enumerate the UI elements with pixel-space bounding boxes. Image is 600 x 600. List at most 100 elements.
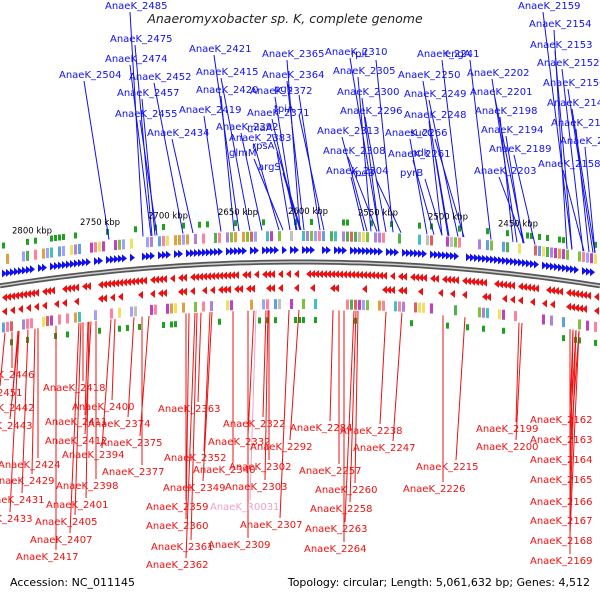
- top-leader-line: [375, 59, 394, 233]
- reverse-gene-arrow: [586, 291, 591, 300]
- reverse-category-block: [250, 299, 253, 310]
- reverse-gene-arrow: [34, 302, 39, 311]
- reverse-gene-arrow: [470, 277, 475, 286]
- bottom-leader-line: [9, 330, 20, 513]
- reverse-gene-arrow: [226, 271, 231, 280]
- reverse-gene-arrow: [422, 273, 427, 282]
- reverse-gene-arrow: [150, 275, 155, 284]
- forward-category-block: [130, 238, 133, 249]
- top-gene-label: AnaeK_2201: [470, 87, 532, 98]
- reverse-gene-arrow: [130, 277, 135, 286]
- forward-gene-arrow: [394, 248, 399, 257]
- forward-gene-arrow: [178, 249, 183, 258]
- forward-gene-arrow: [442, 251, 447, 260]
- reverse-gene-arrow: [462, 276, 467, 285]
- forward-gene-arrow: [590, 268, 595, 277]
- top-gene-label: AnaeK_2308: [323, 146, 385, 157]
- forward-category-block: [118, 239, 121, 250]
- forward-category-block: [158, 236, 161, 247]
- top-leader-line: [412, 159, 435, 235]
- reverse-gene-arrow: [246, 284, 251, 293]
- reverse-gene-arrow: [246, 270, 251, 279]
- forward-category-block: [194, 233, 197, 244]
- reverse-gene-arrow: [106, 279, 111, 288]
- reverse-category-block: [42, 316, 45, 327]
- forward-gene-arrow: [150, 251, 155, 260]
- forward-category-block: [578, 251, 581, 262]
- bottom-gene-label: AnaeK_2352: [164, 453, 226, 464]
- forward-gene-arrow: [542, 261, 547, 270]
- gc-marker: [262, 219, 265, 226]
- bottom-gene-label: AnaeK_2258: [310, 504, 372, 515]
- reverse-gene-arrow: [42, 301, 47, 310]
- top-gene-label: rplL: [351, 49, 370, 60]
- reverse-gene-arrow: [218, 285, 223, 294]
- gc-marker: [346, 219, 349, 226]
- forward-gene-arrow: [38, 264, 43, 273]
- forward-gene-arrow: [106, 255, 111, 264]
- forward-category-block: [486, 240, 489, 251]
- forward-category-block: [254, 231, 257, 242]
- reverse-gene-arrow: [170, 274, 175, 283]
- forward-category-block: [202, 233, 205, 244]
- reverse-gene-arrow: [202, 272, 207, 281]
- forward-category-block: [594, 253, 597, 264]
- reverse-gene-arrow: [334, 284, 339, 293]
- forward-category-block: [50, 247, 53, 258]
- forward-gene-arrow: [482, 254, 487, 263]
- bottom-leader-line: [344, 310, 355, 523]
- reverse-gene-arrow: [306, 270, 311, 279]
- reverse-gene-arrow: [270, 284, 275, 293]
- reverse-gene-arrow: [350, 270, 355, 279]
- forward-gene-arrow: [454, 252, 459, 261]
- bottom-gene-label: AnaeK_2163: [530, 435, 592, 446]
- reverse-gene-arrow: [326, 270, 331, 279]
- top-leader-line: [286, 80, 305, 231]
- bottom-gene-label: AnaeK_2359: [146, 502, 208, 513]
- forward-gene-arrow: [422, 249, 427, 258]
- forward-gene-arrow: [414, 249, 419, 258]
- bottom-leader-line: [203, 312, 211, 452]
- reverse-gene-arrow: [378, 271, 383, 280]
- bottom-gene-label: AnaeK_2302: [229, 462, 291, 473]
- top-gene-label: AnaeK_2194: [481, 125, 543, 136]
- forward-category-block: [122, 239, 125, 250]
- gc-marker: [530, 232, 533, 239]
- bottom-gene-label: AnaeK_2238: [340, 426, 402, 437]
- forward-gene-arrow: [158, 251, 163, 260]
- forward-category-block: [270, 231, 273, 242]
- forward-category-block: [230, 232, 233, 243]
- reverse-gene-arrow: [30, 289, 35, 298]
- reverse-gene-arrow: [474, 277, 479, 286]
- top-leader-line: [422, 80, 449, 236]
- top-leader-line: [220, 77, 251, 231]
- reverse-category-block: [274, 299, 277, 310]
- top-gene-label: AnaeK_2310: [325, 47, 387, 58]
- bottom-gene-label: AnaeK_2164: [530, 455, 592, 466]
- reverse-gene-arrow: [390, 272, 395, 281]
- reverse-category-block: [586, 320, 589, 331]
- reverse-category-block: [542, 314, 545, 325]
- gc-marker: [98, 327, 101, 334]
- top-leader-line: [240, 132, 263, 231]
- reverse-gene-arrow: [222, 271, 227, 280]
- reverse-gene-arrow: [382, 285, 387, 294]
- top-leader-line: [561, 68, 584, 252]
- reverse-gene-arrow: [494, 279, 499, 288]
- gc-marker: [74, 232, 77, 239]
- reverse-gene-arrow: [330, 270, 335, 279]
- gc-marker: [502, 327, 505, 334]
- backbone-highlight: [0, 261, 600, 287]
- gc-marker: [466, 324, 469, 331]
- reverse-gene-arrow: [14, 291, 19, 300]
- bottom-gene-label: AnaeK_2166: [530, 497, 592, 508]
- gc-marker: [198, 221, 201, 228]
- genome-backbone: [0, 259, 600, 289]
- top-leader-line: [554, 50, 573, 250]
- forward-gene-arrow: [518, 258, 523, 267]
- bottom-gene-label: AnaeK_2407: [30, 535, 92, 546]
- gc-marker: [206, 221, 209, 228]
- top-gene-label: AnaeK_2153: [530, 40, 592, 51]
- top-gene-label: sucC: [410, 128, 434, 139]
- bottom-leader-line: [185, 312, 196, 559]
